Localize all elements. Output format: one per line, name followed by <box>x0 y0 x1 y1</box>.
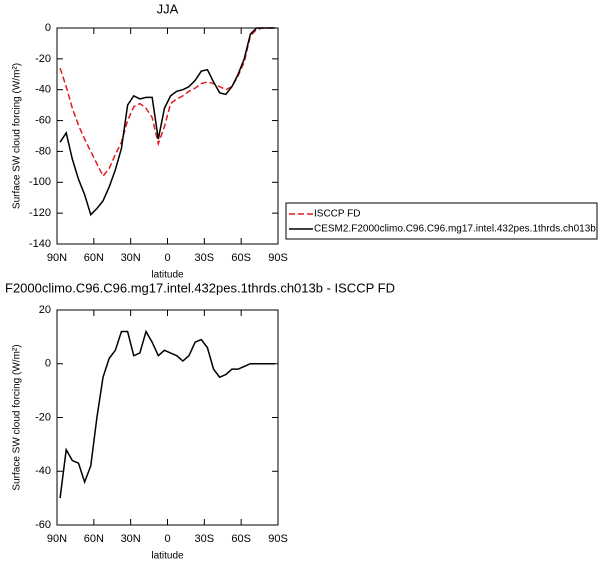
y-tick-label: -140 <box>29 238 51 250</box>
y-tick-label: 0 <box>45 22 51 34</box>
x-axis-label: latitude <box>151 551 184 562</box>
y-tick-label: -100 <box>29 176 51 188</box>
y-tick-label: -40 <box>35 465 51 477</box>
y-axis-label: Surface SW cloud forcing (W/m²) <box>12 344 23 490</box>
y-tick-label: -80 <box>35 145 51 157</box>
plot-frame <box>56 27 279 245</box>
legend-label: CESM2.F2000climo.C96.C96.mg17.intel.432p… <box>314 224 596 235</box>
x-axis-label: latitude <box>151 270 184 281</box>
x-tick-label: 30N <box>121 533 141 545</box>
legend-label: ISCCP FD <box>314 209 361 220</box>
x-tick-label: 0 <box>164 252 170 264</box>
legend-box <box>285 202 598 240</box>
x-tick-label: 30S <box>195 252 215 264</box>
y-axis-label: Surface SW cloud forcing (W/m²) <box>12 63 23 209</box>
data-line <box>59 329 275 499</box>
y-tick-label: -20 <box>35 411 51 423</box>
y-tick-label: -60 <box>35 114 51 126</box>
x-tick-label: 60S <box>231 533 251 545</box>
y-tick-label: -60 <box>35 519 51 531</box>
x-tick-label: 90N <box>47 533 67 545</box>
x-tick-label: 60N <box>84 252 104 264</box>
x-tick-label: 60N <box>84 533 104 545</box>
x-tick-label: 90S <box>268 252 288 264</box>
plot-frame <box>56 309 279 526</box>
y-tick-label: 0 <box>45 358 51 370</box>
y-tick-label: -120 <box>29 207 51 219</box>
x-tick-label: 30S <box>195 533 215 545</box>
y-tick-label: 20 <box>39 304 51 316</box>
y-tick-label: -40 <box>35 84 51 96</box>
data-line <box>59 27 275 217</box>
x-tick-label: 90N <box>47 252 67 264</box>
y-tick-label: -20 <box>35 53 51 65</box>
x-tick-label: 30N <box>121 252 141 264</box>
x-tick-label: 90S <box>268 533 288 545</box>
chart-title: JJA <box>157 1 179 16</box>
x-tick-label: 0 <box>164 533 170 545</box>
chart-title: F2000climo.C96.C96.mg17.intel.432pes.1th… <box>5 280 395 295</box>
x-tick-label: 60S <box>231 252 251 264</box>
